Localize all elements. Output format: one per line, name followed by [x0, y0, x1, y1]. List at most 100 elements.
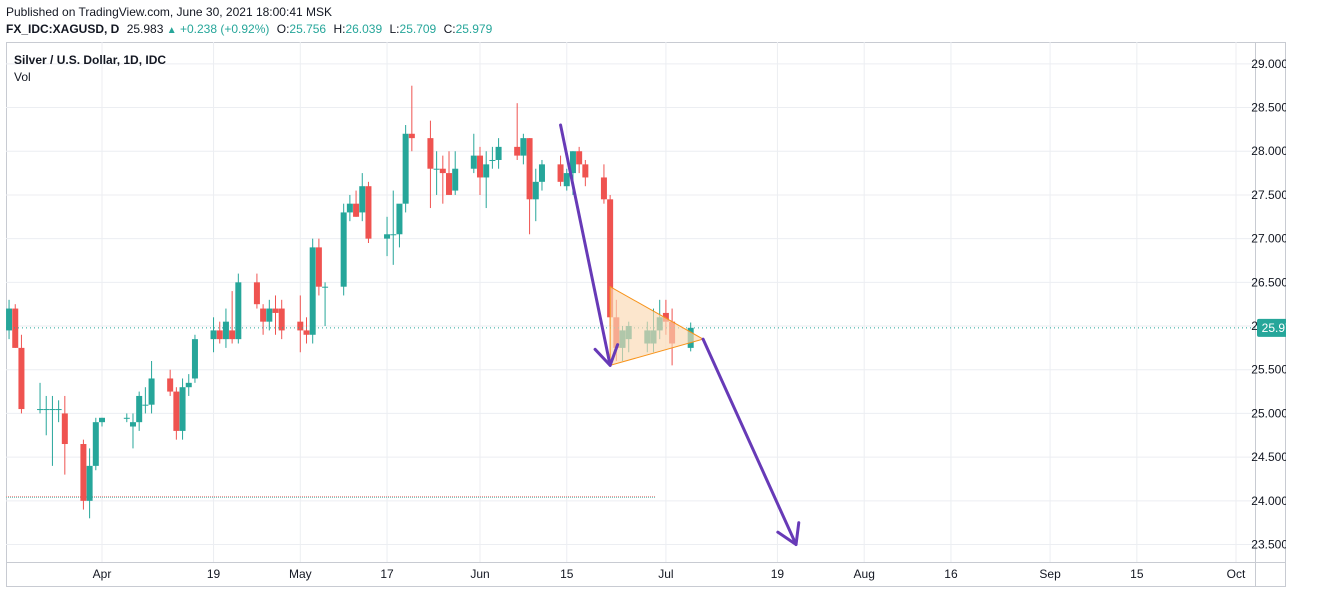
candle-body: [365, 186, 372, 239]
candle-body: [37, 409, 44, 411]
time-tick-label: Oct: [1227, 567, 1246, 581]
candle-body: [452, 168, 459, 191]
time-tick-label: 19: [771, 567, 785, 581]
candle-body: [346, 203, 353, 213]
candle-body: [142, 404, 149, 406]
candle-body: [18, 347, 25, 410]
time-tick-label: 16: [944, 567, 958, 581]
arrow-down-2-head: [776, 521, 801, 547]
candle-body: [309, 247, 316, 335]
candle-body: [229, 330, 236, 340]
candle-body: [662, 312, 669, 322]
candle-body: [253, 282, 260, 305]
time-tick-label: 15: [1130, 567, 1144, 581]
last-price-label: 25.979: [1262, 321, 1286, 335]
candle-body: [191, 339, 198, 379]
time-tick-label: May: [289, 567, 312, 581]
candle-body: [557, 164, 564, 182]
candle-body: [538, 164, 545, 182]
time-tick-label: Jul: [658, 567, 673, 581]
chart-frame[interactable]: 23.50024.00024.50025.00025.50026.00026.5…: [0, 42, 1303, 587]
arrow-down-2-shaft: [701, 337, 798, 547]
candle-body: [55, 409, 62, 411]
candle-body: [278, 308, 285, 331]
price-tick-label: 24.000: [1251, 494, 1286, 508]
candle-body: [6, 308, 13, 331]
time-tick-label: 19: [207, 567, 221, 581]
price-tick-label: 23.500: [1251, 538, 1286, 552]
candle-body: [576, 151, 583, 165]
candle-body: [470, 155, 477, 169]
candle-body: [390, 234, 397, 236]
candle-body: [80, 444, 87, 501]
candle-body: [216, 330, 223, 340]
time-tick-label: 17: [380, 567, 394, 581]
candle-body: [340, 212, 347, 287]
close-value: 25.979: [455, 22, 493, 36]
arrow-down-1-head: [593, 343, 620, 367]
candle-body: [607, 199, 614, 318]
candle-body: [235, 282, 242, 340]
close-label: C:: [443, 22, 456, 36]
high-value: 26.039: [345, 22, 383, 36]
candle-body: [222, 321, 229, 340]
price-tick-label: 26.500: [1251, 275, 1286, 289]
grid-lines: [6, 42, 1255, 562]
arrow-down-1-shaft: [559, 123, 612, 367]
time-tick-label: 15: [560, 567, 574, 581]
last-price: 25.983: [126, 22, 164, 36]
time-tick-label: Jun: [470, 567, 489, 581]
candle-body: [185, 382, 192, 388]
candle-body: [266, 308, 273, 322]
price-tick-label: 27.000: [1251, 232, 1286, 246]
candle-body: [297, 321, 304, 331]
time-tick-label: Sep: [1039, 567, 1061, 581]
time-tick-label: Apr: [93, 567, 112, 581]
symbol-label[interactable]: FX_IDC:XAGUSD, D: [6, 22, 120, 36]
candle-body: [526, 138, 533, 200]
candle-body: [210, 330, 217, 340]
candle-body: [489, 159, 496, 161]
price-tick-label: 24.500: [1251, 450, 1286, 464]
candle-body: [483, 164, 490, 178]
drawings-group: [559, 123, 801, 547]
open-value: 25.756: [289, 22, 327, 36]
time-axis[interactable]: Apr 19 May 17 Jun 15 Jul 19 Aug 16 Sep 15 Oct: [93, 567, 1246, 581]
price-tick-label: 28.500: [1251, 101, 1286, 115]
triangle-pattern: [609, 285, 705, 367]
candle-body: [433, 168, 440, 170]
high-label: H:: [333, 22, 346, 36]
candle-body: [272, 308, 279, 313]
candle-body: [439, 168, 446, 174]
candle-body: [408, 133, 415, 139]
candle-body: [532, 181, 539, 200]
candle-body: [359, 186, 366, 213]
candle-body: [384, 234, 391, 239]
candle-body: [92, 422, 99, 466]
candle-body: [123, 417, 130, 419]
candle-body: [322, 286, 329, 288]
candle-body: [477, 155, 483, 178]
candle-body: [446, 173, 453, 195]
candle-body: [136, 395, 143, 423]
low-value: 25.709: [399, 22, 437, 36]
candle-body: [402, 133, 409, 204]
candle-body: [600, 177, 607, 200]
candle-body: [148, 378, 155, 405]
price-tick-label: 28.000: [1251, 144, 1286, 158]
candle-body: [173, 391, 180, 431]
up-triangle-icon: ▲: [166, 25, 177, 36]
price-tick-label: 29.000: [1251, 57, 1286, 71]
horizontal-line-group: [6, 495, 656, 498]
price-tick-label: 25.000: [1251, 406, 1286, 420]
volume-indicator-label[interactable]: Vol: [14, 70, 31, 84]
price-chart[interactable]: 23.50024.00024.50025.00025.50026.00026.5…: [0, 42, 1303, 587]
candle-body: [514, 146, 521, 156]
candle-body: [260, 308, 267, 322]
candle-body: [61, 413, 68, 445]
candle-body: [396, 203, 403, 235]
candle-body: [427, 138, 434, 169]
candle-body: [86, 465, 93, 501]
candle-body: [303, 330, 310, 335]
candle-body: [12, 308, 19, 348]
